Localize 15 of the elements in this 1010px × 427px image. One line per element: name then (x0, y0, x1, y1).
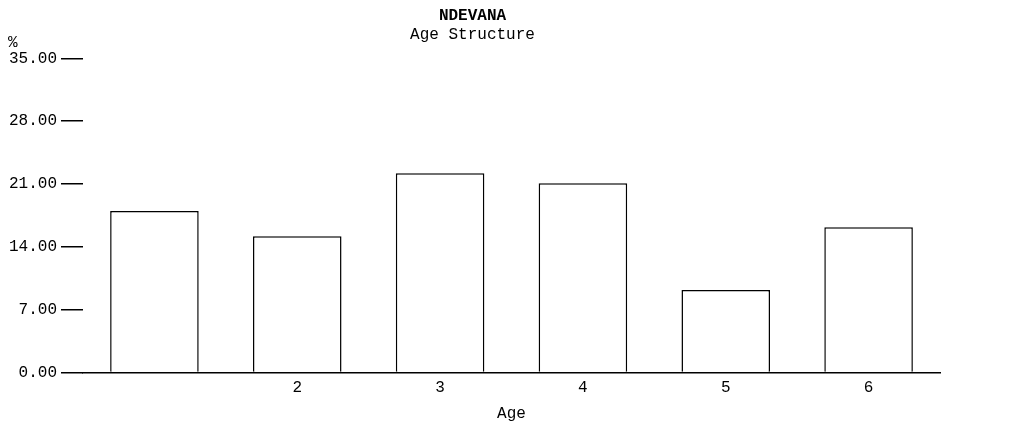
y-tick-label: 28.00 (8, 112, 58, 131)
y-tick-label: 35.00 (8, 49, 58, 68)
x-tick-label: 2 (292, 379, 303, 398)
x-tick-label: 6 (863, 379, 874, 398)
x-tick-label: 5 (720, 379, 731, 398)
y-tick-label: 7.00 (18, 300, 58, 319)
y-tick-label: 21.00 (8, 175, 58, 194)
chart-subtitle: Age Structure (410, 26, 535, 45)
y-tick-label: 14.00 (8, 238, 58, 257)
chart-title: NDEVANA (438, 6, 507, 25)
y-tick-label: 0.00 (18, 363, 58, 382)
x-tick-label: 4 (578, 379, 588, 398)
x-tick-label: 3 (435, 379, 445, 398)
x-axis-title: Age (497, 404, 526, 423)
y-axis-title: % (8, 33, 18, 52)
